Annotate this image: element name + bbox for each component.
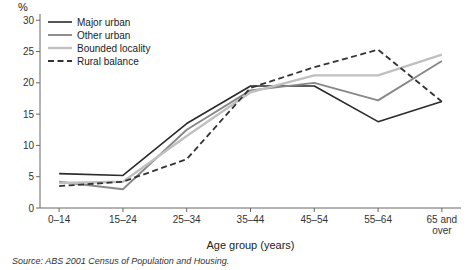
x-tick	[186, 208, 187, 212]
y-tick	[36, 145, 40, 146]
y-tick-label: 20	[23, 77, 35, 88]
plot-lines	[59, 50, 442, 190]
y-tick-label: 10	[23, 140, 35, 151]
y-tick-label: 15	[23, 109, 35, 120]
x-tick-label: 25–34	[173, 214, 201, 225]
x-axis-label: Age group (years)	[206, 239, 294, 251]
y-tick	[36, 114, 40, 115]
x-tick-label: 65 andover	[427, 214, 458, 236]
y-tick-label: 25	[23, 46, 35, 57]
x-tick	[378, 208, 379, 212]
x-tick	[314, 208, 315, 212]
x-tick-label: 35–44	[237, 214, 265, 225]
legend: Major urban Other urban Bounded locality Ru…	[48, 17, 150, 67]
legend-label: Other urban	[77, 30, 130, 41]
y-axis-label: %	[18, 1, 28, 13]
x-tick-label: 0–14	[48, 214, 71, 225]
source-note: Source: ABS 2001 Census of Population an…	[12, 256, 229, 266]
legend-swatch	[48, 21, 72, 23]
series-line	[59, 86, 442, 175]
x-tick	[59, 208, 60, 212]
legend-label: Major urban	[77, 17, 130, 28]
legend-label: Bounded locality	[77, 43, 150, 54]
y-tick-label: 5	[28, 171, 34, 182]
x-tick-label: 15–24	[109, 214, 137, 225]
x-tick	[250, 208, 251, 212]
legend-swatch	[48, 60, 72, 62]
x-tick	[122, 208, 123, 212]
series-line	[59, 50, 442, 186]
y-tick	[36, 176, 40, 177]
legend-label: Rural balance	[77, 56, 139, 67]
y-tick-label: 30	[23, 15, 35, 26]
y-tick-label: 0	[28, 203, 34, 214]
y-tick	[36, 208, 40, 209]
y-axis	[40, 14, 41, 208]
legend-swatch	[48, 34, 72, 36]
y-tick	[36, 20, 40, 21]
x-tick	[441, 208, 442, 212]
x-tick-label: 55–64	[364, 214, 392, 225]
y-tick	[36, 82, 40, 83]
legend-swatch	[48, 47, 72, 49]
chart: 0 5 10 15 20 25 30 0–14 15–24 25–34 35–44 45–54 55–6…	[0, 0, 473, 270]
series-line	[59, 55, 442, 183]
y-tick	[36, 51, 40, 52]
x-tick-label: 45–54	[300, 214, 328, 225]
series-line	[59, 61, 442, 189]
